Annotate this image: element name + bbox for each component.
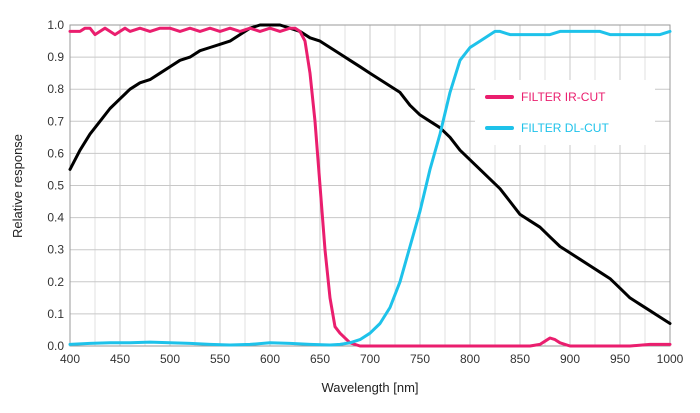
series-group [68, 23, 672, 348]
x-tick-label: 400 [60, 352, 80, 366]
y-tick-label: 0.2 [47, 275, 64, 289]
y-axis-ticks: 0.0 0.1 0.2 0.3 0.4 0.5 0.6 0.7 0.8 0.9 1.0 [47, 18, 64, 353]
legend-background [475, 80, 655, 145]
y-tick-label: 0.9 [47, 50, 64, 64]
y-tick-label: 0.3 [47, 243, 64, 257]
x-tick-label: 950 [610, 352, 630, 366]
x-tick-label: 600 [260, 352, 280, 366]
y-tick-label: 0.8 [47, 82, 64, 96]
x-tick-label: 800 [460, 352, 480, 366]
x-tick-label: 450 [110, 352, 130, 366]
y-tick-label: 0.4 [47, 211, 64, 225]
x-tick-label: 700 [360, 352, 380, 366]
series-line-1 [68, 26, 672, 348]
x-tick-label: 550 [210, 352, 230, 366]
x-tick-label: 500 [160, 352, 180, 366]
y-tick-label: 0.0 [47, 339, 64, 353]
legend: FILTER IR-CUT FILTER DL-CUT [475, 80, 655, 145]
x-tick-label: 1000 [657, 352, 684, 366]
y-tick-label: 0.6 [47, 146, 64, 160]
x-tick-label: 650 [310, 352, 330, 366]
x-tick-label: 750 [410, 352, 430, 366]
x-tick-label: 900 [560, 352, 580, 366]
legend-label: FILTER DL-CUT [521, 121, 609, 135]
y-tick-label: 0.5 [47, 179, 64, 193]
legend-label: FILTER IR-CUT [521, 90, 606, 104]
series-line-2 [68, 29, 672, 347]
series-line-0 [68, 23, 672, 325]
x-axis-ticks: 400 450 500 550 600 650 700 750 800 850 900 950 1000 [60, 352, 684, 366]
y-tick-label: 1.0 [47, 18, 64, 32]
y-tick-label: 0.7 [47, 114, 64, 128]
y-axis-title: Relative response [10, 134, 25, 238]
x-tick-label: 850 [510, 352, 530, 366]
y-tick-label: 0.1 [47, 307, 64, 321]
x-axis-title: Wavelength [nm] [321, 380, 418, 395]
